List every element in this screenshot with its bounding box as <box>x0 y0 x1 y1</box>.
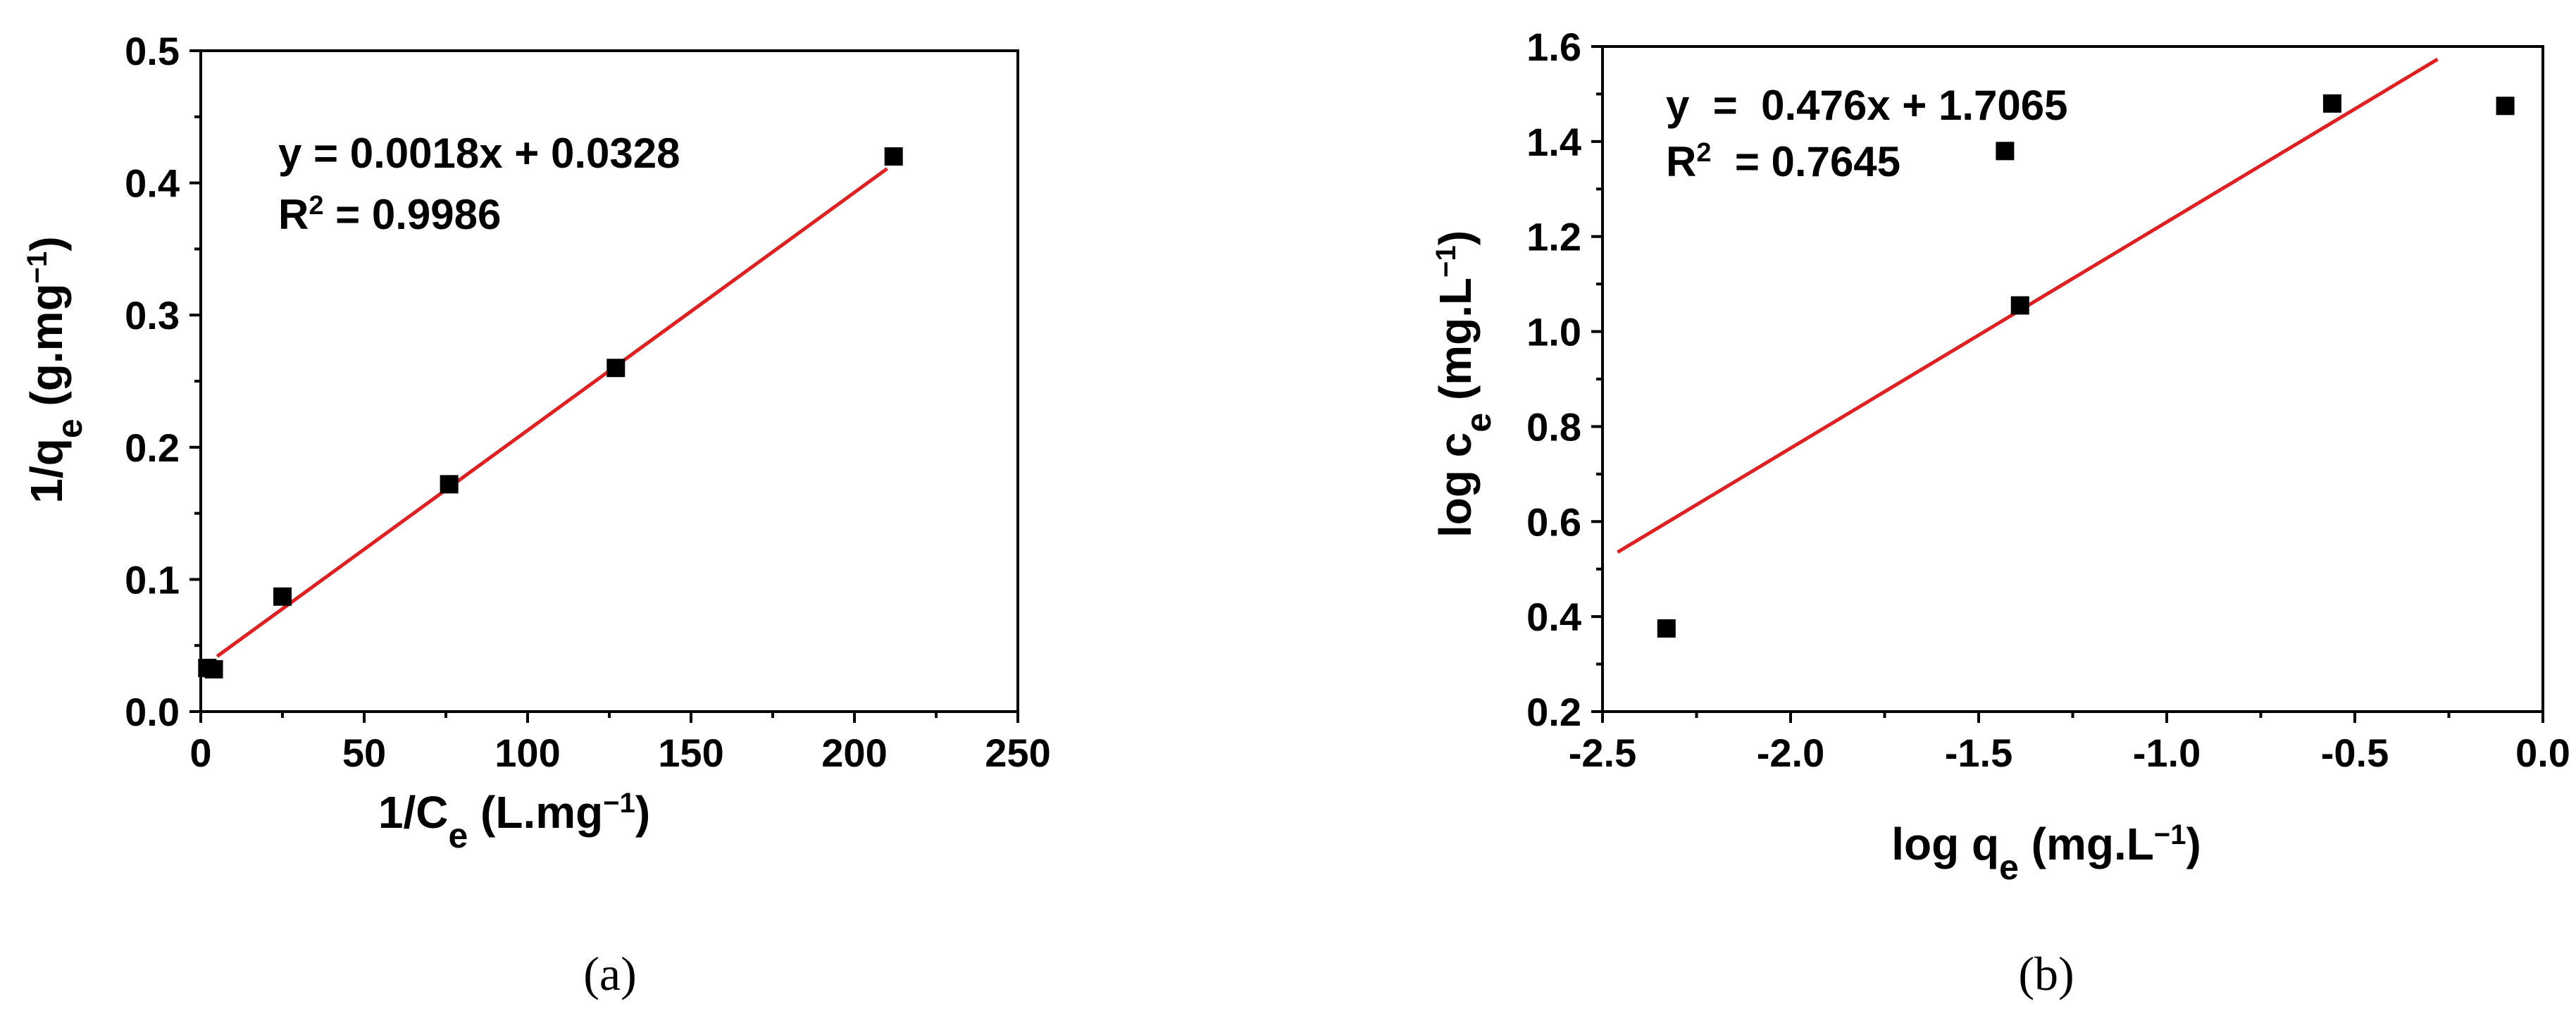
data-point-b <box>2496 97 2515 116</box>
chart-panel-b: -2.5 -2.0 -1.5 -1.0 -0.5 0.0 0.2 0.4 0.6 0.8 1.0 1… <box>1430 25 2570 1000</box>
data-point-a <box>204 659 223 678</box>
data-points-b <box>1657 94 2515 638</box>
y-tick-label-b: 1.4 <box>1526 120 1581 164</box>
y-tick-labels-a: 0.0 0.1 0.2 0.3 0.4 0.5 <box>125 29 180 734</box>
y-tick-label-a: 0.0 <box>125 690 180 734</box>
y-tick-label-b: 0.8 <box>1526 404 1581 449</box>
y-tick-labels-b: 0.2 0.4 0.6 0.8 1.0 1.2 1.4 1.6 <box>1526 25 1581 734</box>
x-tick-labels-b: -2.5 -2.0 -1.5 -1.0 -0.5 0.0 <box>1569 731 2570 775</box>
x-tick-label-a: 0 <box>189 731 211 775</box>
y-tick-label-a: 0.4 <box>125 161 180 206</box>
data-points-a <box>198 147 903 678</box>
x-tick-label-a: 50 <box>342 731 386 775</box>
y-axis-title-b: log ce (mg.L−1) <box>1430 230 1498 538</box>
fit-line-a <box>216 167 888 658</box>
fit-line-group-a <box>216 167 888 658</box>
x-tick-label-a: 100 <box>494 731 560 775</box>
y-axis-title-a: 1/qe (g.mg−1) <box>21 236 89 503</box>
data-point-a <box>884 147 903 166</box>
equation-text-b: y = 0.476x + 1.7065 <box>1666 82 2068 129</box>
x-tick-label-a: 150 <box>658 731 723 775</box>
data-point-b <box>2010 296 2029 315</box>
x-tick-label-b: -2.0 <box>1757 731 1825 775</box>
data-point-a <box>606 359 626 378</box>
x-tick-labels-a: 0 50 100 150 200 250 <box>189 731 1050 775</box>
y-tick-label-b: 0.4 <box>1526 595 1581 639</box>
x-tick-label-a: 250 <box>985 731 1050 775</box>
data-point-b <box>1996 142 2015 161</box>
x-tick-label-b: -1.5 <box>1945 731 2013 775</box>
y-tick-label-b: 1.6 <box>1526 25 1581 69</box>
axis-ticks-a <box>189 49 1019 723</box>
x-tick-label-b: -1.0 <box>2133 731 2201 775</box>
data-point-b <box>2322 94 2341 113</box>
y-tick-label-b: 1.0 <box>1526 310 1581 354</box>
axis-ticks-b <box>1591 45 2544 723</box>
x-tick-label-b: -0.5 <box>2321 731 2389 775</box>
x-axis-title-a: 1/Ce (L.mg−1) <box>378 787 650 855</box>
panel-label-b: (b) <box>2018 947 2074 1000</box>
x-tick-label-a: 200 <box>821 731 887 775</box>
y-tick-label-b: 0.2 <box>1526 690 1581 734</box>
y-tick-label-a: 0.5 <box>125 29 180 73</box>
y-tick-label-b: 1.2 <box>1526 215 1581 259</box>
y-tick-label-a: 0.3 <box>125 293 180 337</box>
data-point-a <box>440 475 459 494</box>
x-axis-title-b: log qe (mg.L−1) <box>1891 819 2201 887</box>
y-tick-label-a: 0.1 <box>125 557 180 602</box>
x-tick-label-b: 0.0 <box>2515 731 2570 775</box>
data-point-a <box>273 587 292 606</box>
r2-text-b: R2 = 0.7645 <box>1666 138 1900 185</box>
data-point-b <box>1657 619 1676 638</box>
y-tick-label-b: 0.6 <box>1526 500 1581 544</box>
equation-text-a: y = 0.0018x + 0.0328 <box>278 130 680 177</box>
x-tick-label-b: -2.5 <box>1569 731 1637 775</box>
panel-label-a: (a) <box>583 947 636 1000</box>
y-tick-label-a: 0.2 <box>125 426 180 470</box>
r2-text-a: R2 = 0.9986 <box>278 191 501 238</box>
chart-panel-a: 0 50 100 150 200 250 0.0 0.1 0.2 0.3 0.4 0.5 y = 0… <box>21 29 1051 1000</box>
